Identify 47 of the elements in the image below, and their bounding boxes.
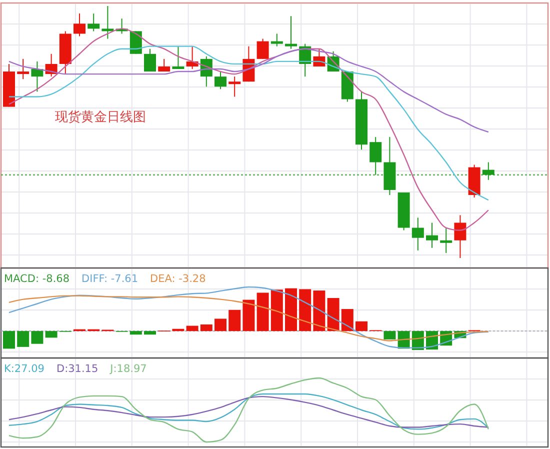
bar [327, 298, 340, 332]
bar [31, 331, 44, 344]
bar [200, 324, 212, 332]
candlestick [228, 76, 241, 98]
series-label: DIFF: -7.61 [82, 273, 138, 285]
candlestick [256, 38, 269, 60]
candlestick [17, 58, 30, 80]
bar [384, 331, 396, 340]
bar [172, 328, 184, 332]
series-label: J:18.97 [109, 363, 147, 375]
bar [256, 292, 269, 332]
bar [242, 300, 255, 332]
candlestick [144, 48, 156, 72]
bar [341, 309, 354, 332]
candlestick [426, 222, 438, 248]
text: D:31.15 [56, 363, 98, 375]
candlestick [440, 227, 452, 254]
bar [45, 331, 58, 338]
series-label: DEA: -3.28 [150, 273, 206, 285]
text: MACD: -8.68 [4, 273, 70, 285]
candlestick [214, 71, 226, 90]
text: K:27.09 [4, 363, 44, 375]
bar [130, 331, 142, 335]
candlestick [454, 214, 466, 258]
bar [356, 321, 368, 332]
bar [228, 310, 241, 332]
candlestick [172, 46, 184, 70]
candlestick [285, 16, 297, 50]
bar [3, 331, 15, 349]
candlestick [31, 60, 44, 92]
candlestick [88, 13, 100, 32]
candlestick [482, 162, 494, 180]
candlestick [412, 217, 424, 251]
candlestick [102, 6, 114, 40]
candlestick [74, 13, 86, 37]
text: 现货黄金日线图 [55, 110, 146, 125]
candlestick [158, 58, 170, 72]
bar [313, 290, 326, 332]
bar [214, 318, 226, 332]
candlestick [370, 136, 382, 176]
bar [186, 326, 198, 332]
bar [299, 289, 312, 332]
bar [270, 290, 283, 332]
bar [285, 288, 297, 332]
bar [17, 331, 30, 347]
candlestick [270, 33, 283, 47]
bar [144, 331, 156, 335]
